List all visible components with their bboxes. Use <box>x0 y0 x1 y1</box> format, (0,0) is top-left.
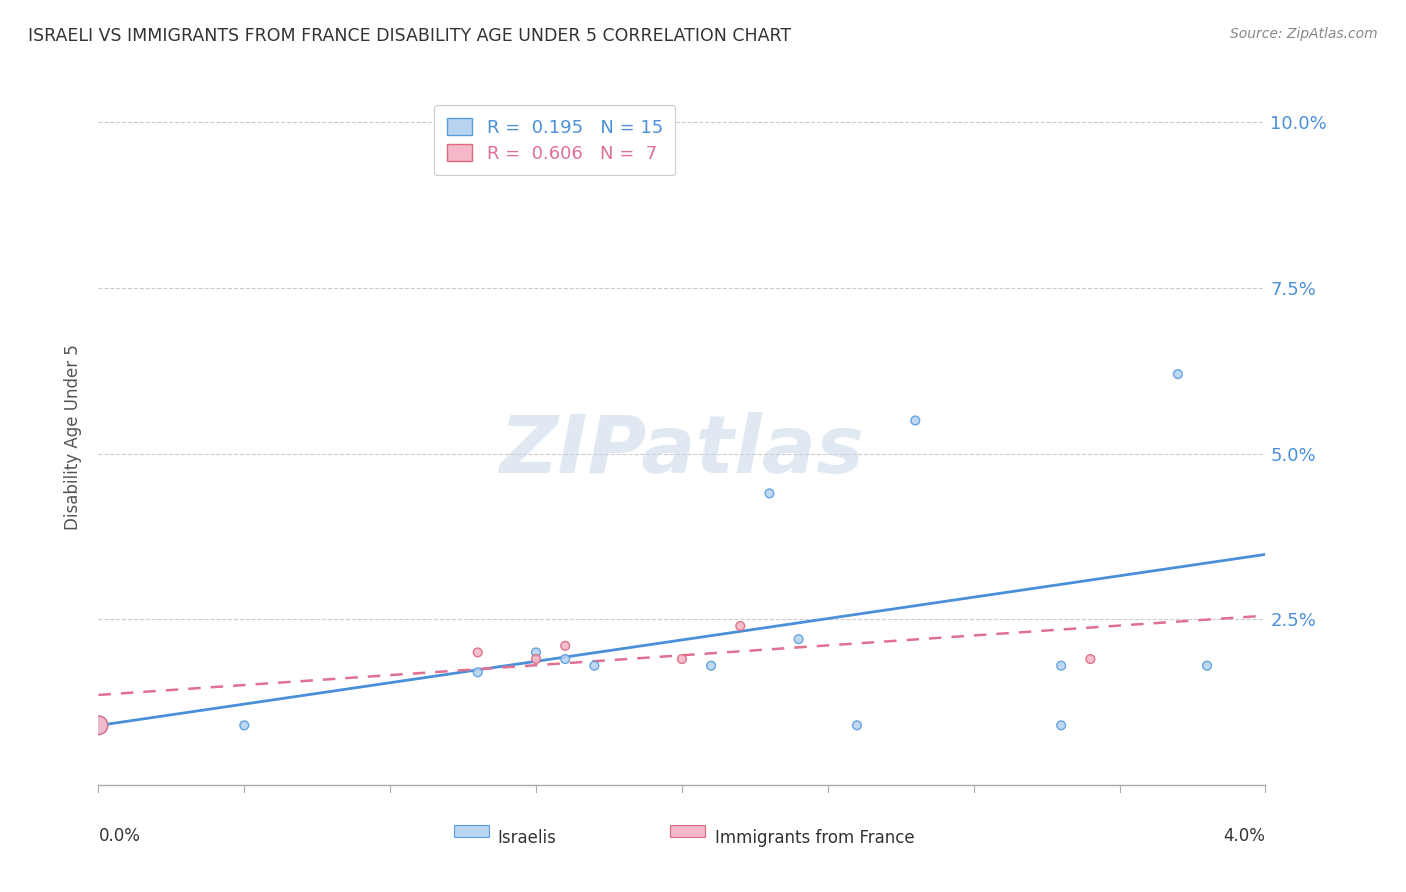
Text: 4.0%: 4.0% <box>1223 827 1265 845</box>
Point <box>758 486 780 500</box>
Point <box>87 718 110 732</box>
Point <box>1167 367 1189 381</box>
Point <box>700 658 723 673</box>
Point <box>554 652 576 666</box>
Text: Israelis: Israelis <box>498 830 557 847</box>
Point <box>524 652 547 666</box>
Legend: R =  0.195   N = 15, R =  0.606   N =  7: R = 0.195 N = 15, R = 0.606 N = 7 <box>434 105 675 176</box>
Point <box>1080 652 1102 666</box>
Text: Source: ZipAtlas.com: Source: ZipAtlas.com <box>1230 27 1378 41</box>
Point <box>87 718 110 732</box>
Text: Immigrants from France: Immigrants from France <box>714 830 914 847</box>
Point <box>1050 718 1073 732</box>
Point <box>554 639 576 653</box>
Text: ISRAELI VS IMMIGRANTS FROM FRANCE DISABILITY AGE UNDER 5 CORRELATION CHART: ISRAELI VS IMMIGRANTS FROM FRANCE DISABI… <box>28 27 792 45</box>
Bar <box>671 824 706 837</box>
Point <box>1050 658 1073 673</box>
Point <box>730 619 752 633</box>
Y-axis label: Disability Age Under 5: Disability Age Under 5 <box>65 344 83 530</box>
Point <box>524 645 547 659</box>
Point <box>787 632 810 647</box>
Text: 0.0%: 0.0% <box>98 827 141 845</box>
Point <box>467 665 489 680</box>
Point <box>671 652 693 666</box>
Point <box>467 645 489 659</box>
Point <box>233 718 256 732</box>
Point <box>904 413 927 427</box>
Text: ZIPatlas: ZIPatlas <box>499 412 865 490</box>
Point <box>583 658 606 673</box>
Point <box>845 718 868 732</box>
Bar <box>454 824 489 837</box>
Point <box>1197 658 1219 673</box>
